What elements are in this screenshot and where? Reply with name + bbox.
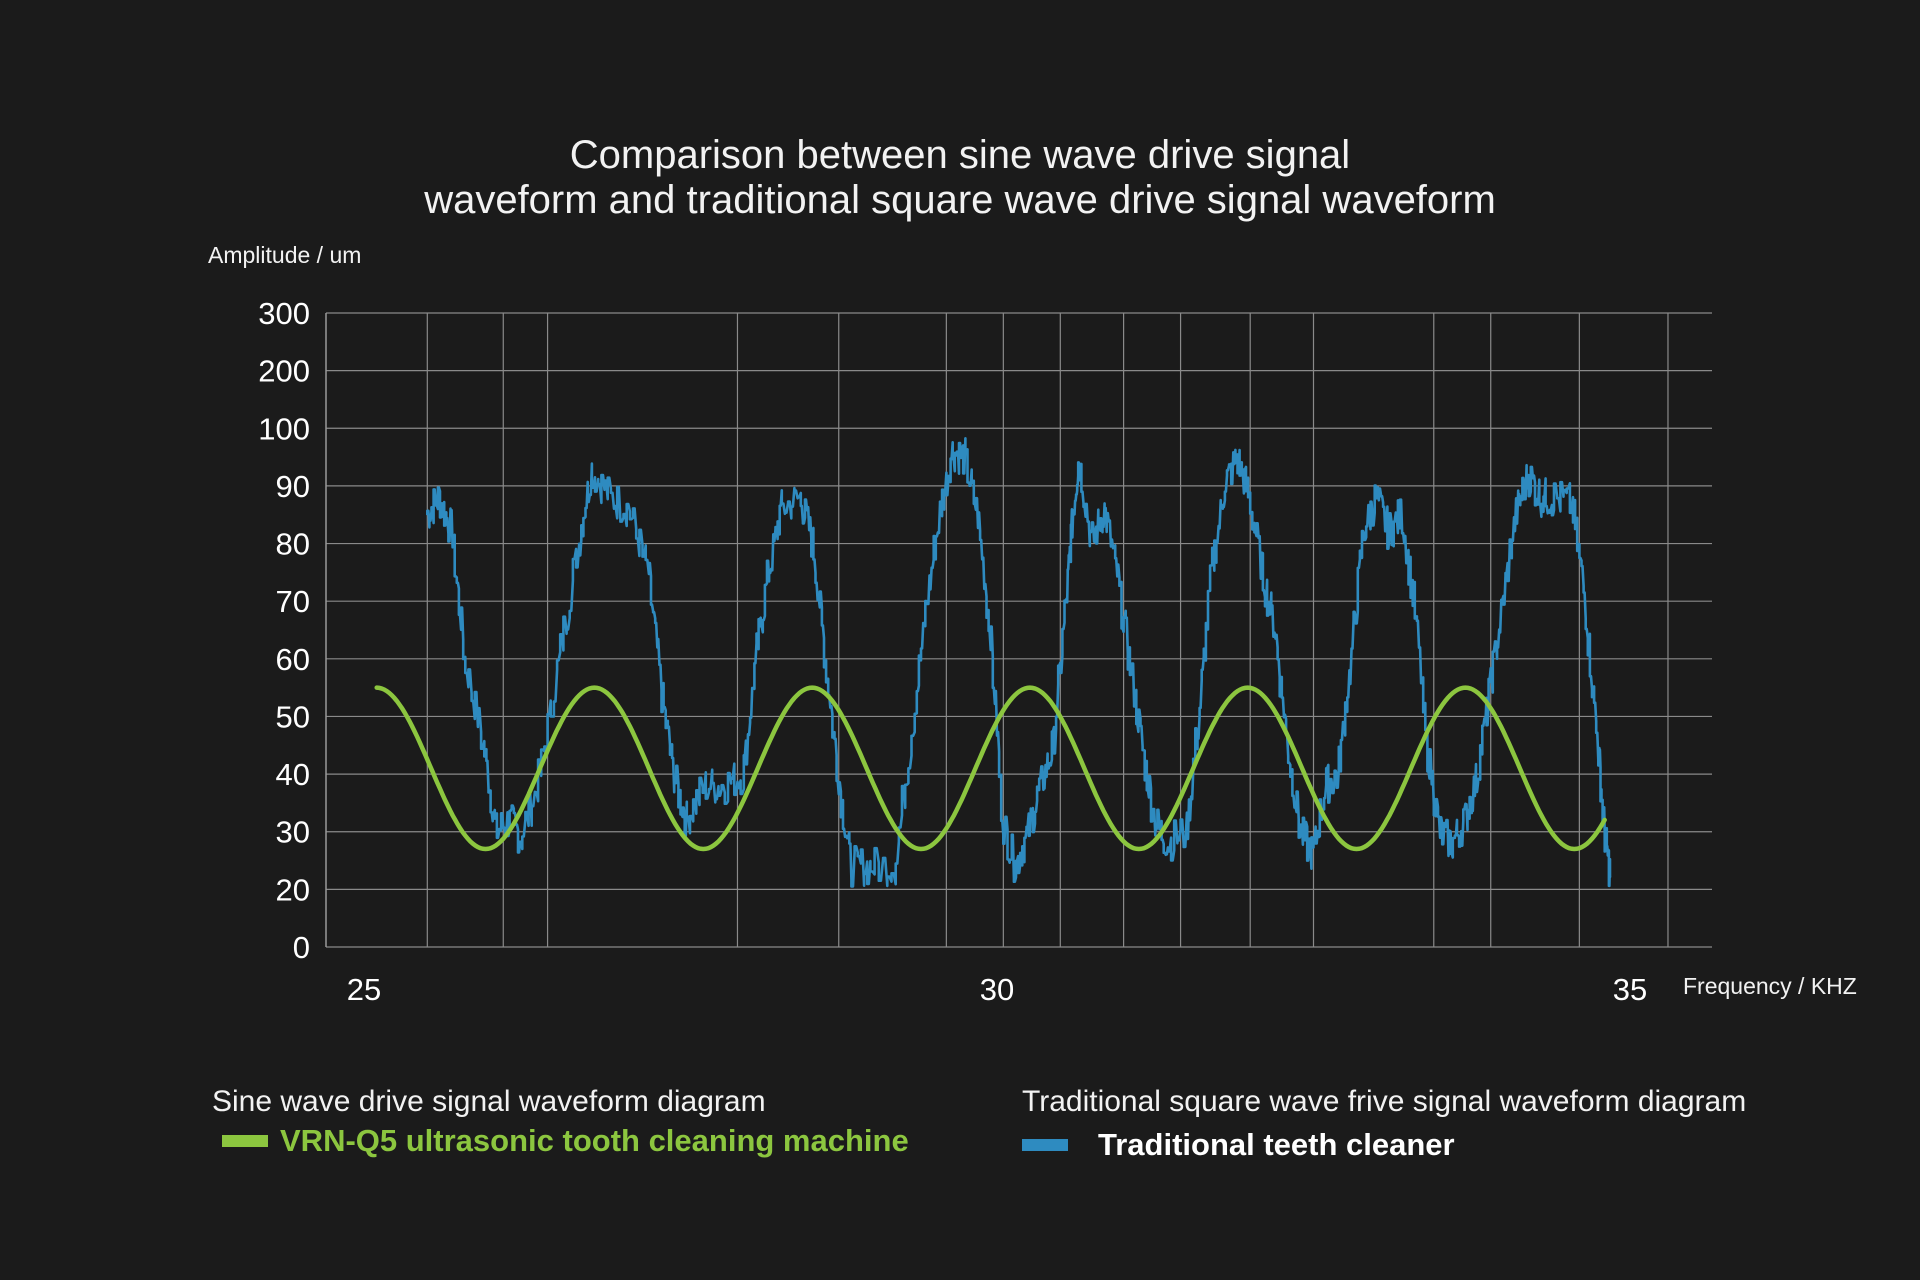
chart-title-line-1: Comparison between sine wave drive signa… [569,133,1351,177]
y-tick-label: 200 [258,354,310,389]
legend-square-swatch [1022,1139,1068,1151]
series-vrn-q5 [374,685,1607,852]
waveform-chart: 0 20 30 40 50 60 70 80 90 100 200 300 25 30 35 [258,296,1712,1007]
legend-square-heading: Traditional square wave frive signal wav… [1022,1085,1747,1118]
y-tick-label: 40 [276,757,310,792]
legend-sine-heading: Sine wave drive signal waveform diagram [212,1085,766,1118]
y-tick-label: 80 [276,527,310,562]
y-tick-label: 300 [258,296,310,331]
x-tick-label: 35 [1613,972,1647,1007]
x-tick-label: 25 [347,972,381,1007]
y-tick-label: 20 [276,872,310,907]
y-tick-label: 100 [258,411,310,446]
legend-square-name: Traditional teeth cleaner [1098,1127,1455,1162]
y-tick-label: 90 [276,469,310,504]
legend-sine-entry: VRN-Q5 ultrasonic tooth cleaning machine [222,1123,909,1159]
legend-square: Traditional square wave frive signal wav… [1022,1085,1746,1163]
y-tick-label: 50 [276,699,310,734]
x-axis-label: Frequency / KHZ [1683,973,1857,999]
x-tick-label: 30 [980,972,1014,1007]
y-tick-label: 30 [276,815,310,850]
series-traditional-teeth-cleaner [426,437,1612,888]
legend-sine: Sine wave drive signal waveform diagram … [212,1085,909,1159]
legend-sine-name: VRN-Q5 ultrasonic tooth cleaning machine [280,1123,909,1158]
y-tick-label: 70 [276,584,310,619]
y-tick-label: 0 [293,930,310,965]
chart-title-line-2: waveform and traditional square wave dri… [424,178,1496,222]
legend-sine-swatch [222,1135,268,1147]
y-tick-label: 60 [276,642,310,677]
y-axis-label: Amplitude / um [208,242,362,268]
legend-square-entry: Traditional teeth cleaner [1022,1127,1746,1163]
